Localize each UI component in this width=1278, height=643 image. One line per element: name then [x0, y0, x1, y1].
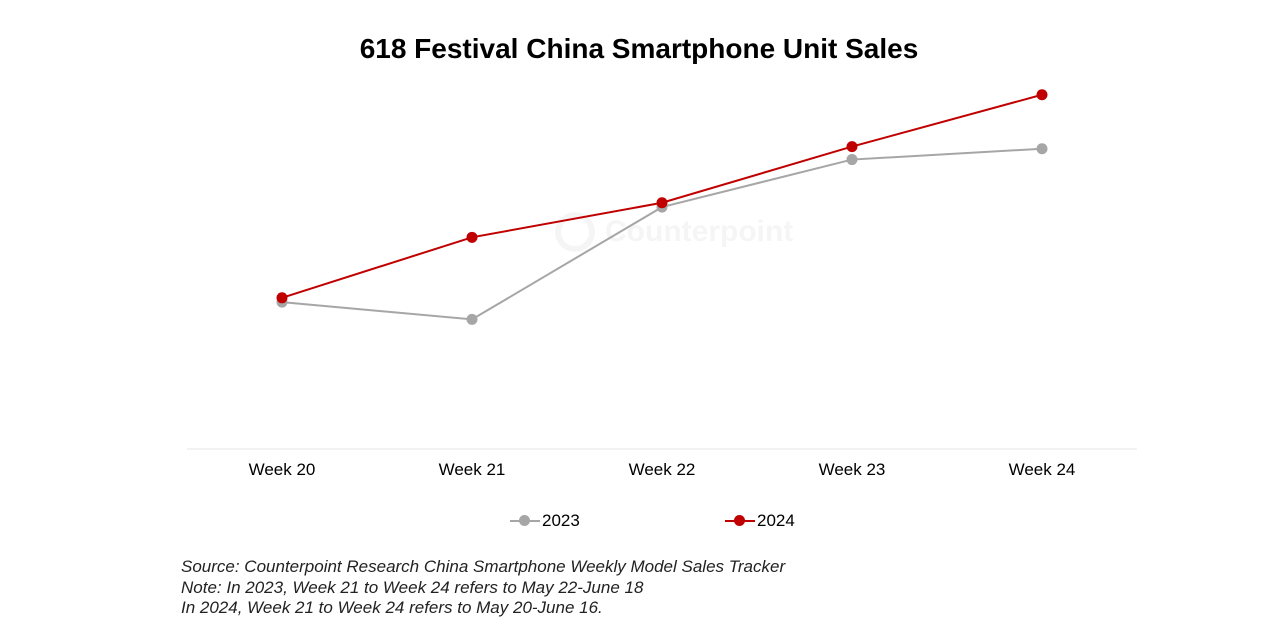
date-note-2024: In 2024, Week 21 to Week 24 refers to Ma…: [181, 598, 603, 617]
date-note-2023: Note: In 2023, Week 21 to Week 24 refers…: [181, 577, 644, 597]
chart-footnotes: Source: Counterpoint Research China Smar…: [181, 557, 785, 619]
x-axis-tick-labels: Week 20 Week 21 Week 22 Week 23 Week 24: [249, 460, 1076, 479]
legend-item-2023: 2023: [510, 509, 580, 533]
counterpoint-logo-icon: [555, 212, 595, 252]
line-chart: Week 20 Week 21 Week 22 Week 23 Week 24: [187, 89, 1137, 479]
data-point-2024: [276, 292, 288, 304]
x-tick-label: Week 24: [1009, 460, 1076, 479]
x-tick-label: Week 23: [819, 460, 886, 479]
series-line-2024: [281, 93, 1043, 299]
legend-label-2023: 2023: [542, 511, 580, 530]
x-tick-label: Week 21: [439, 460, 506, 479]
x-tick-label: Week 22: [629, 460, 696, 479]
watermark-text: Counterpoint: [605, 215, 794, 248]
series-points: [276, 89, 1048, 325]
legend-label-2024: 2024: [757, 511, 795, 530]
legend-marker-2024: [725, 509, 755, 533]
data-point-2023: [1036, 143, 1048, 155]
data-point-2024: [846, 141, 858, 153]
x-tick-label: Week 20: [249, 460, 316, 479]
chart-title: 618 Festival China Smartphone Unit Sales: [359, 33, 919, 64]
data-point-2023: [466, 313, 478, 325]
data-point-2024: [1036, 89, 1048, 101]
data-point-2024: [656, 197, 668, 209]
legend-item-2024: 2024: [725, 509, 795, 533]
data-point-2024: [466, 231, 478, 243]
data-point-2023: [846, 154, 858, 166]
counterpoint-watermark-logo: Counterpoint: [555, 212, 793, 252]
series-line-2023: [281, 147, 1043, 321]
chart-legend: 2023 2024: [0, 509, 1278, 533]
legend-marker-2023: [510, 509, 540, 533]
source-note: Source: Counterpoint Research China Smar…: [181, 557, 786, 576]
